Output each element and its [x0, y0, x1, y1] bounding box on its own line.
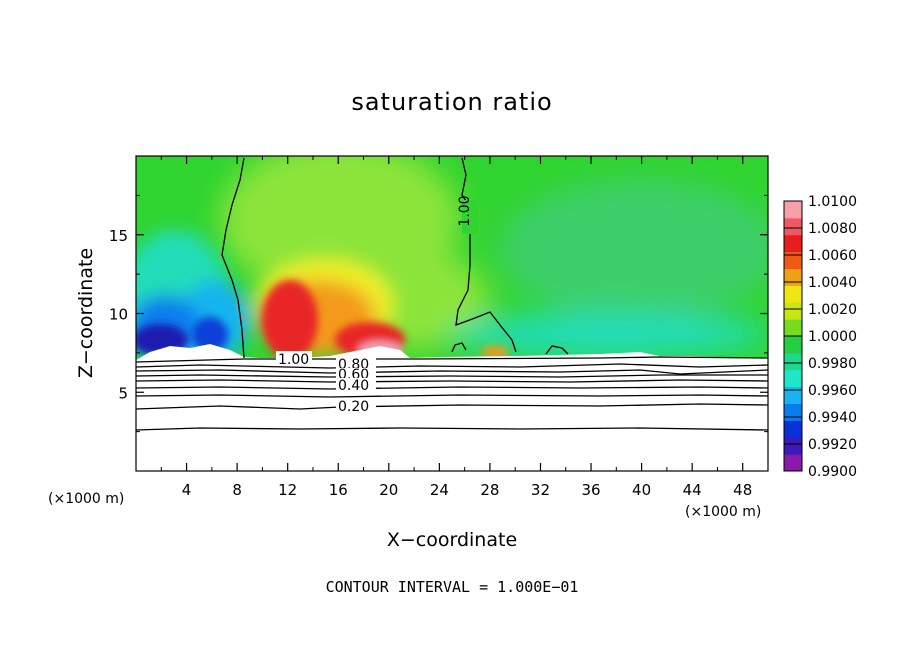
- field-teal-zone: [450, 313, 768, 357]
- contour-label-bg: [336, 378, 376, 392]
- contour-line-0.40: [136, 386, 768, 390]
- contour-line-0.70: [136, 369, 768, 375]
- colorbar-segment: [784, 268, 802, 286]
- terrain-white: [136, 344, 768, 471]
- x-axis-unit-left: (×1000 m): [48, 491, 124, 507]
- colorbar-tick-label: 1.0020: [808, 302, 857, 318]
- x-tick-label: 24: [430, 481, 449, 499]
- field-orange-zone: [481, 346, 509, 358]
- colorbar-tick-label: 0.9980: [808, 356, 857, 372]
- x-tick-label: 40: [632, 481, 651, 499]
- y-tick-label: 5: [118, 384, 128, 402]
- y-tick-label: 15: [109, 227, 128, 245]
- colorbar-tick-label: 1.0000: [808, 329, 857, 345]
- contour-line-1.00: [221, 157, 245, 359]
- colorbar-segment: [784, 369, 802, 388]
- field-blue-zone: [192, 317, 228, 353]
- colorbar-segment: [784, 217, 802, 236]
- contour-label-bg: [336, 399, 376, 413]
- contour-line-1.00-base: [136, 356, 768, 363]
- x-tick-label: 16: [329, 481, 348, 499]
- colorbar-segment: [784, 420, 802, 438]
- colorbar-tick-label: 1.0040: [808, 275, 857, 291]
- colorbar-segment: [784, 352, 802, 371]
- colorbar-segment: [784, 437, 802, 455]
- contour-lines: [136, 157, 768, 431]
- x-tick-label: 4: [182, 481, 192, 499]
- contour-label: 0.40: [338, 378, 369, 394]
- colorbar-segment: [784, 403, 802, 421]
- contour-interval-note: CONTOUR INTERVAL = 1.000E−01: [325, 578, 579, 596]
- chart-title: saturation ratio: [351, 88, 553, 116]
- contour-label: 0.20: [338, 399, 369, 415]
- colorbar-segment: [784, 201, 802, 219]
- x-tick-label: 48: [733, 481, 752, 499]
- x-axis-ticks: 4 8 12 16 20 24 28 32 36 40 44 48: [160, 156, 752, 499]
- contour-line-0.80: [136, 363, 768, 369]
- contour-line-1.00: [455, 157, 517, 353]
- colorbar-tick-label: 0.9900: [808, 464, 857, 480]
- x-axis-unit-right: (×1000 m): [685, 504, 761, 520]
- colorbar-segment: [784, 319, 802, 337]
- x-tick-label: 36: [581, 481, 600, 499]
- contour-line-0.30: [136, 394, 768, 398]
- contour-line-0.20: [136, 403, 768, 410]
- colorbar-segment: [784, 386, 802, 404]
- x-tick-label: 28: [480, 481, 499, 499]
- colorbar-segment: [784, 285, 802, 303]
- colorbar-tick-label: 1.0060: [808, 248, 857, 264]
- colorbar-segment: [784, 234, 802, 253]
- contour-label-bg: [276, 351, 312, 366]
- colorbar-tick-label: 0.9940: [808, 410, 857, 426]
- contour-line-1.00: [451, 342, 467, 353]
- x-tick-label: 32: [531, 481, 550, 499]
- y-axis-label: Z−coordinate: [75, 248, 97, 378]
- contour-label-bg: [462, 200, 478, 234]
- colorbar-tick-label: 0.9960: [808, 383, 857, 399]
- field-red-zone: [262, 280, 318, 360]
- contour-label-group: 1.00 1.00 0.80 0.60 0.40 0.20: [276, 195, 478, 415]
- colorbar-tick-label: 0.9920: [808, 437, 857, 453]
- colorbar-tick-label: 1.0100: [808, 194, 857, 210]
- colorbar: 1.0100 1.0080 1.0060 1.0040 1.0020 1.0000 0.99…: [783, 194, 857, 480]
- colorbar-tick-label: 1.0080: [808, 221, 857, 237]
- contour-line-0.60: [136, 374, 768, 378]
- y-tick-label: 10: [109, 306, 128, 324]
- x-tick-label: 44: [683, 481, 702, 499]
- contour-label: 1.00: [278, 352, 309, 368]
- y-axis-ticks: 5 10 15: [109, 194, 768, 433]
- contour-line-0.10: [136, 427, 768, 431]
- field-teal-zone: [500, 180, 768, 320]
- contour-label: 1.00: [457, 195, 473, 226]
- colorbar-segment: [784, 302, 802, 320]
- contour-line-1.00: [545, 345, 569, 355]
- colorbar-segment: [784, 251, 802, 269]
- x-tick-label: 20: [379, 481, 398, 499]
- saturation-field: [136, 156, 768, 471]
- colorbar-segment: [784, 454, 802, 472]
- x-tick-label: 8: [232, 481, 242, 499]
- colorbar-segment: [784, 336, 802, 354]
- x-axis-label: X−coordinate: [387, 529, 517, 551]
- x-tick-label: 12: [278, 481, 297, 499]
- contour-line-0.50: [136, 379, 768, 383]
- contour-label-bg: [336, 368, 376, 381]
